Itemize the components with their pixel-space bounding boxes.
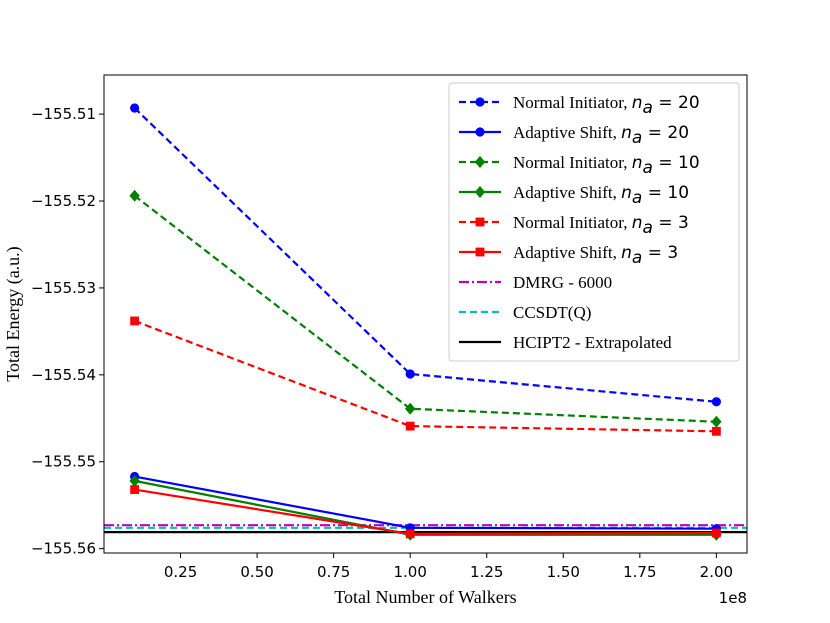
y-tick-label: −155.53 <box>31 279 96 297</box>
x-tick-label: 1.25 <box>470 563 503 581</box>
legend-label: DMRG - 6000 <box>513 273 612 292</box>
x-tick-label: 0.75 <box>317 563 350 581</box>
legend-label: CCSDT(Q) <box>513 303 591 322</box>
y-tick-label: −155.54 <box>31 366 96 384</box>
series-0-point-2 <box>711 397 721 407</box>
x-axis-ticks: 0.25 0.50 0.75 1.00 1.25 1.50 1.75 2.00 <box>164 553 733 581</box>
plot-markers <box>129 103 722 541</box>
x-tick-label: 0.50 <box>240 563 273 581</box>
y-tick-label: −155.52 <box>31 192 96 210</box>
legend-marker <box>475 247 485 257</box>
series-2-point-2 <box>711 415 722 428</box>
series-5-point-2 <box>711 528 721 538</box>
y-axis-ticks: −155.51 −155.52 −155.53 −155.54 −155.55 −155.… <box>31 105 104 558</box>
y-tick-label: −155.56 <box>31 540 96 558</box>
legend-marker <box>474 186 486 198</box>
legend-marker <box>474 156 486 168</box>
series-2-point-1 <box>404 402 416 415</box>
legend-entry: DMRG - 6000 <box>459 273 612 292</box>
x-tick-label: 1.50 <box>547 563 580 581</box>
legend-entry: HCIPT2 - Extrapolated <box>459 333 672 352</box>
legend-marker <box>475 127 485 137</box>
series-4-point-2 <box>711 426 721 436</box>
y-tick-label: −155.55 <box>31 453 96 471</box>
series-4-point-0 <box>130 316 140 326</box>
series-5-point-1 <box>405 529 415 539</box>
series-5-point-0 <box>130 485 140 494</box>
series-3-point-0 <box>129 474 140 487</box>
legend-marker <box>475 97 485 107</box>
series-2-point-0 <box>129 189 140 202</box>
x-tick-label: 2.00 <box>700 563 733 581</box>
series-line-2 <box>133 194 717 423</box>
legend-box <box>448 82 740 362</box>
x-axis-offset-label: 1e8 <box>719 589 747 607</box>
y-axis-label: Total Energy (a.u.) <box>3 246 24 381</box>
axes-frame <box>103 74 748 554</box>
x-tick-label: 1.00 <box>393 563 426 581</box>
series-0-point-1 <box>405 369 415 379</box>
x-axis-label: Total Number of Walkers <box>334 587 516 607</box>
x-tick-label: 0.25 <box>164 563 197 581</box>
series-line-4 <box>134 319 717 433</box>
series-line-0 <box>133 107 717 403</box>
series-0-point-0 <box>130 103 140 113</box>
series-line-3 <box>134 479 717 536</box>
x-tick-label: 1.75 <box>623 563 656 581</box>
y-tick-label: −155.51 <box>31 105 96 123</box>
series-4-point-1 <box>405 421 415 431</box>
legend-label: HCIPT2 - Extrapolated <box>513 333 672 352</box>
legend-marker <box>475 217 485 227</box>
legend-entry: CCSDT(Q) <box>459 303 591 322</box>
